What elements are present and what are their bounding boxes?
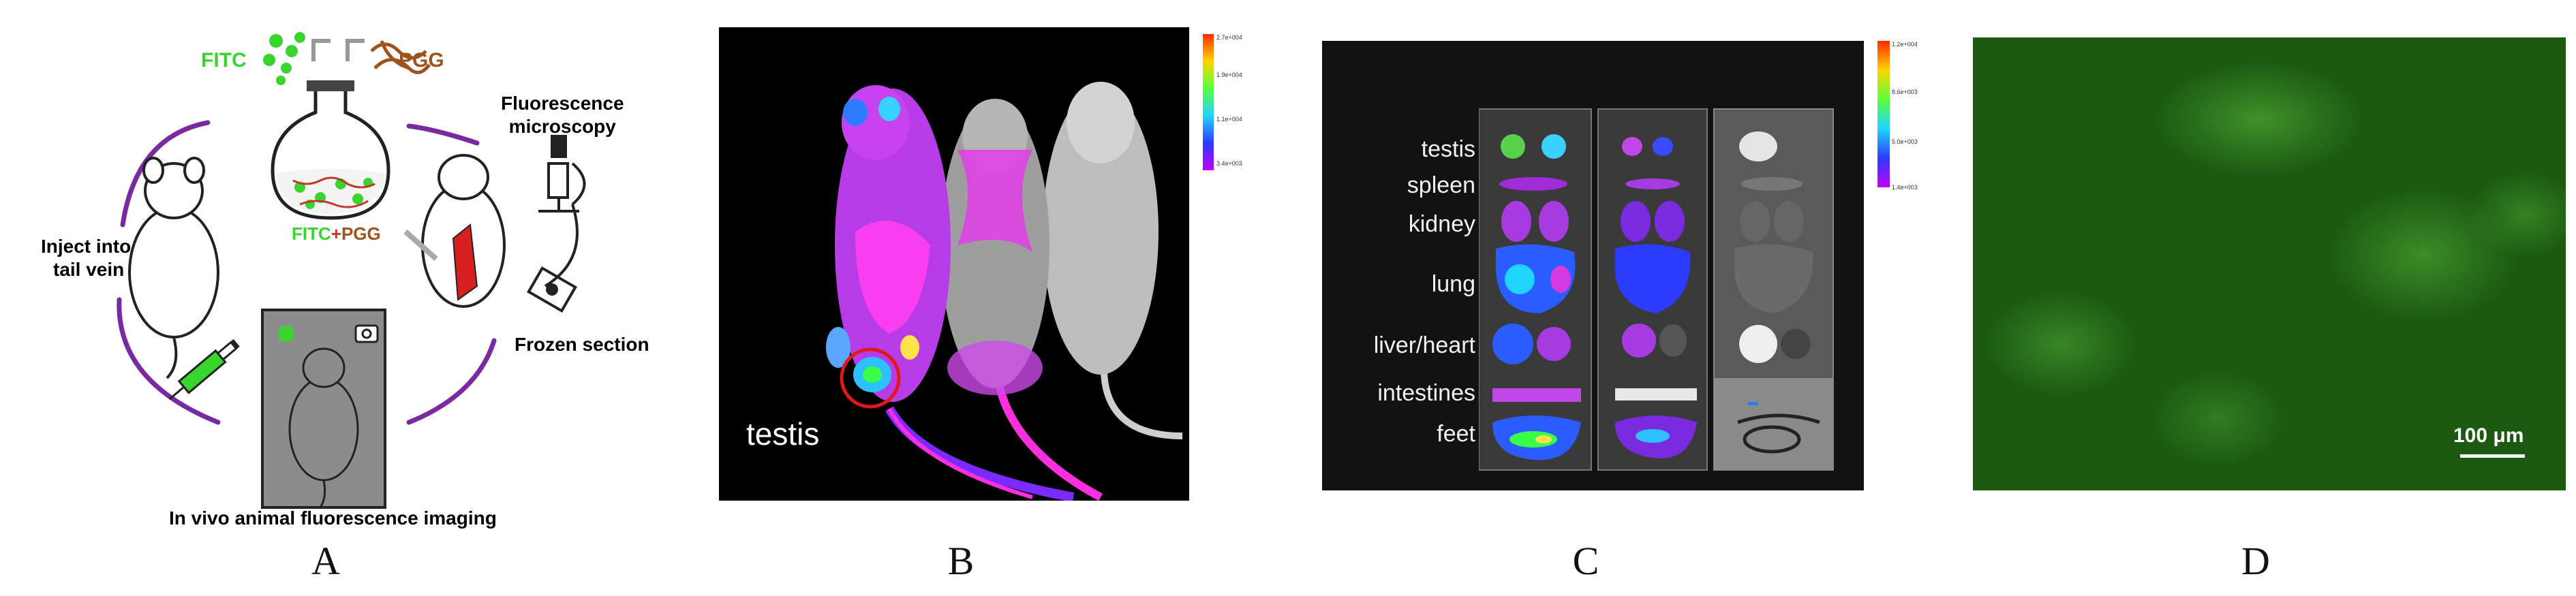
panel-letter-d: D	[2241, 539, 2270, 583]
mix-pgg-label: PGG	[341, 223, 381, 244]
organ-label-feet: feet	[1437, 421, 1475, 447]
flask-contents	[292, 176, 375, 209]
colorbar-b	[1203, 34, 1214, 170]
mix-fitc-label: FITC	[292, 223, 331, 244]
panel-letter-a: A	[311, 539, 340, 583]
mix-label: FITC+PGG	[292, 223, 381, 245]
panel-b-image: testis	[719, 27, 1189, 501]
organ-labels: testis spleen kidney lung liver/heart in…	[1322, 41, 1475, 490]
organ-label-spleen: spleen	[1407, 172, 1475, 198]
panel-letter-c: C	[1572, 539, 1599, 583]
flask-inlet	[311, 39, 365, 61]
frozen-section-label: Frozen section	[515, 334, 649, 355]
microscopy-line2: microscopy	[508, 116, 616, 137]
colorbar-c-tick-1: 8.6e+003	[1892, 89, 1918, 95]
cycle-arrows	[117, 120, 497, 425]
inject-label: Inject into tail vein	[41, 235, 131, 281]
colorbar-c	[1877, 41, 1890, 187]
camera-icon	[354, 324, 379, 343]
pgg-strands	[370, 40, 431, 74]
testis-label: testis	[746, 416, 820, 452]
organ-label-lung: lung	[1431, 271, 1475, 297]
colorbar-c-tick-2: 5.0e+003	[1892, 138, 1918, 145]
micrograph-image: 100 μm	[1973, 37, 2566, 490]
panel-c-image: testis spleen kidney lung liver/heart in…	[1322, 41, 1864, 490]
panel-a: FITC PGG FITC+PGG Inject into tail vein …	[0, 0, 654, 596]
testis-highlight-circle	[840, 347, 901, 409]
colorbar-b-tick-2: 1.1e+004	[1216, 116, 1242, 123]
inject-line1: Inject into	[41, 236, 132, 257]
inject-line2: tail vein	[53, 259, 125, 280]
colorbar-b-tick-0: 2.7e+004	[1216, 34, 1242, 41]
colorbar-b-tick-3: 3.4e+003	[1216, 160, 1242, 167]
organ-label-liver-heart: liver/heart	[1373, 332, 1475, 358]
fitc-label: FITC	[201, 49, 247, 72]
panel-letter-b: B	[947, 539, 975, 583]
panel-c: testis spleen kidney lung liver/heart in…	[1322, 41, 1918, 490]
microscopy-line1: Fluorescence	[501, 93, 624, 114]
organ-label-intestines: intestines	[1377, 380, 1475, 406]
organ-label-kidney: kidney	[1408, 211, 1475, 237]
panel-a-diagram	[117, 32, 586, 509]
mouse-in-chamber-icon	[288, 347, 359, 508]
panel-d: 100 μm	[1973, 37, 2566, 490]
mouse-dissected-icon	[403, 154, 506, 308]
frozen-section-icon	[527, 266, 577, 313]
organ-label-testis: testis	[1421, 136, 1475, 162]
scale-bar	[2460, 454, 2525, 458]
organ-plates-image	[1479, 108, 1834, 471]
pgg-label: PGG	[399, 49, 444, 72]
mouse-upright-icon	[128, 157, 219, 379]
flask-icon	[271, 80, 390, 220]
scale-bar-label: 100 μm	[2453, 424, 2524, 447]
mice-fluorescence-image	[826, 82, 1183, 501]
mix-plus-label: +	[331, 223, 341, 244]
microscopy-label: Fluorescence microscopy	[501, 92, 624, 138]
microscope-link	[544, 204, 579, 287]
imaging-label: In vivo animal fluorescence imaging	[169, 507, 497, 529]
fitc-dots	[263, 32, 305, 85]
syringe-icon	[168, 339, 240, 401]
colorbar-b-tick-1: 1.9e+004	[1216, 72, 1242, 78]
green-light-icon	[278, 326, 294, 342]
colorbar-c-tick-3: 1.4e+003	[1892, 184, 1918, 191]
microscope-icon	[538, 135, 586, 213]
panel-b: testis 2.7e+004 1.9e+004 1.1e+004 3.4e+0…	[719, 27, 1242, 501]
colorbar-c-tick-0: 1.2e+004	[1892, 41, 1918, 48]
